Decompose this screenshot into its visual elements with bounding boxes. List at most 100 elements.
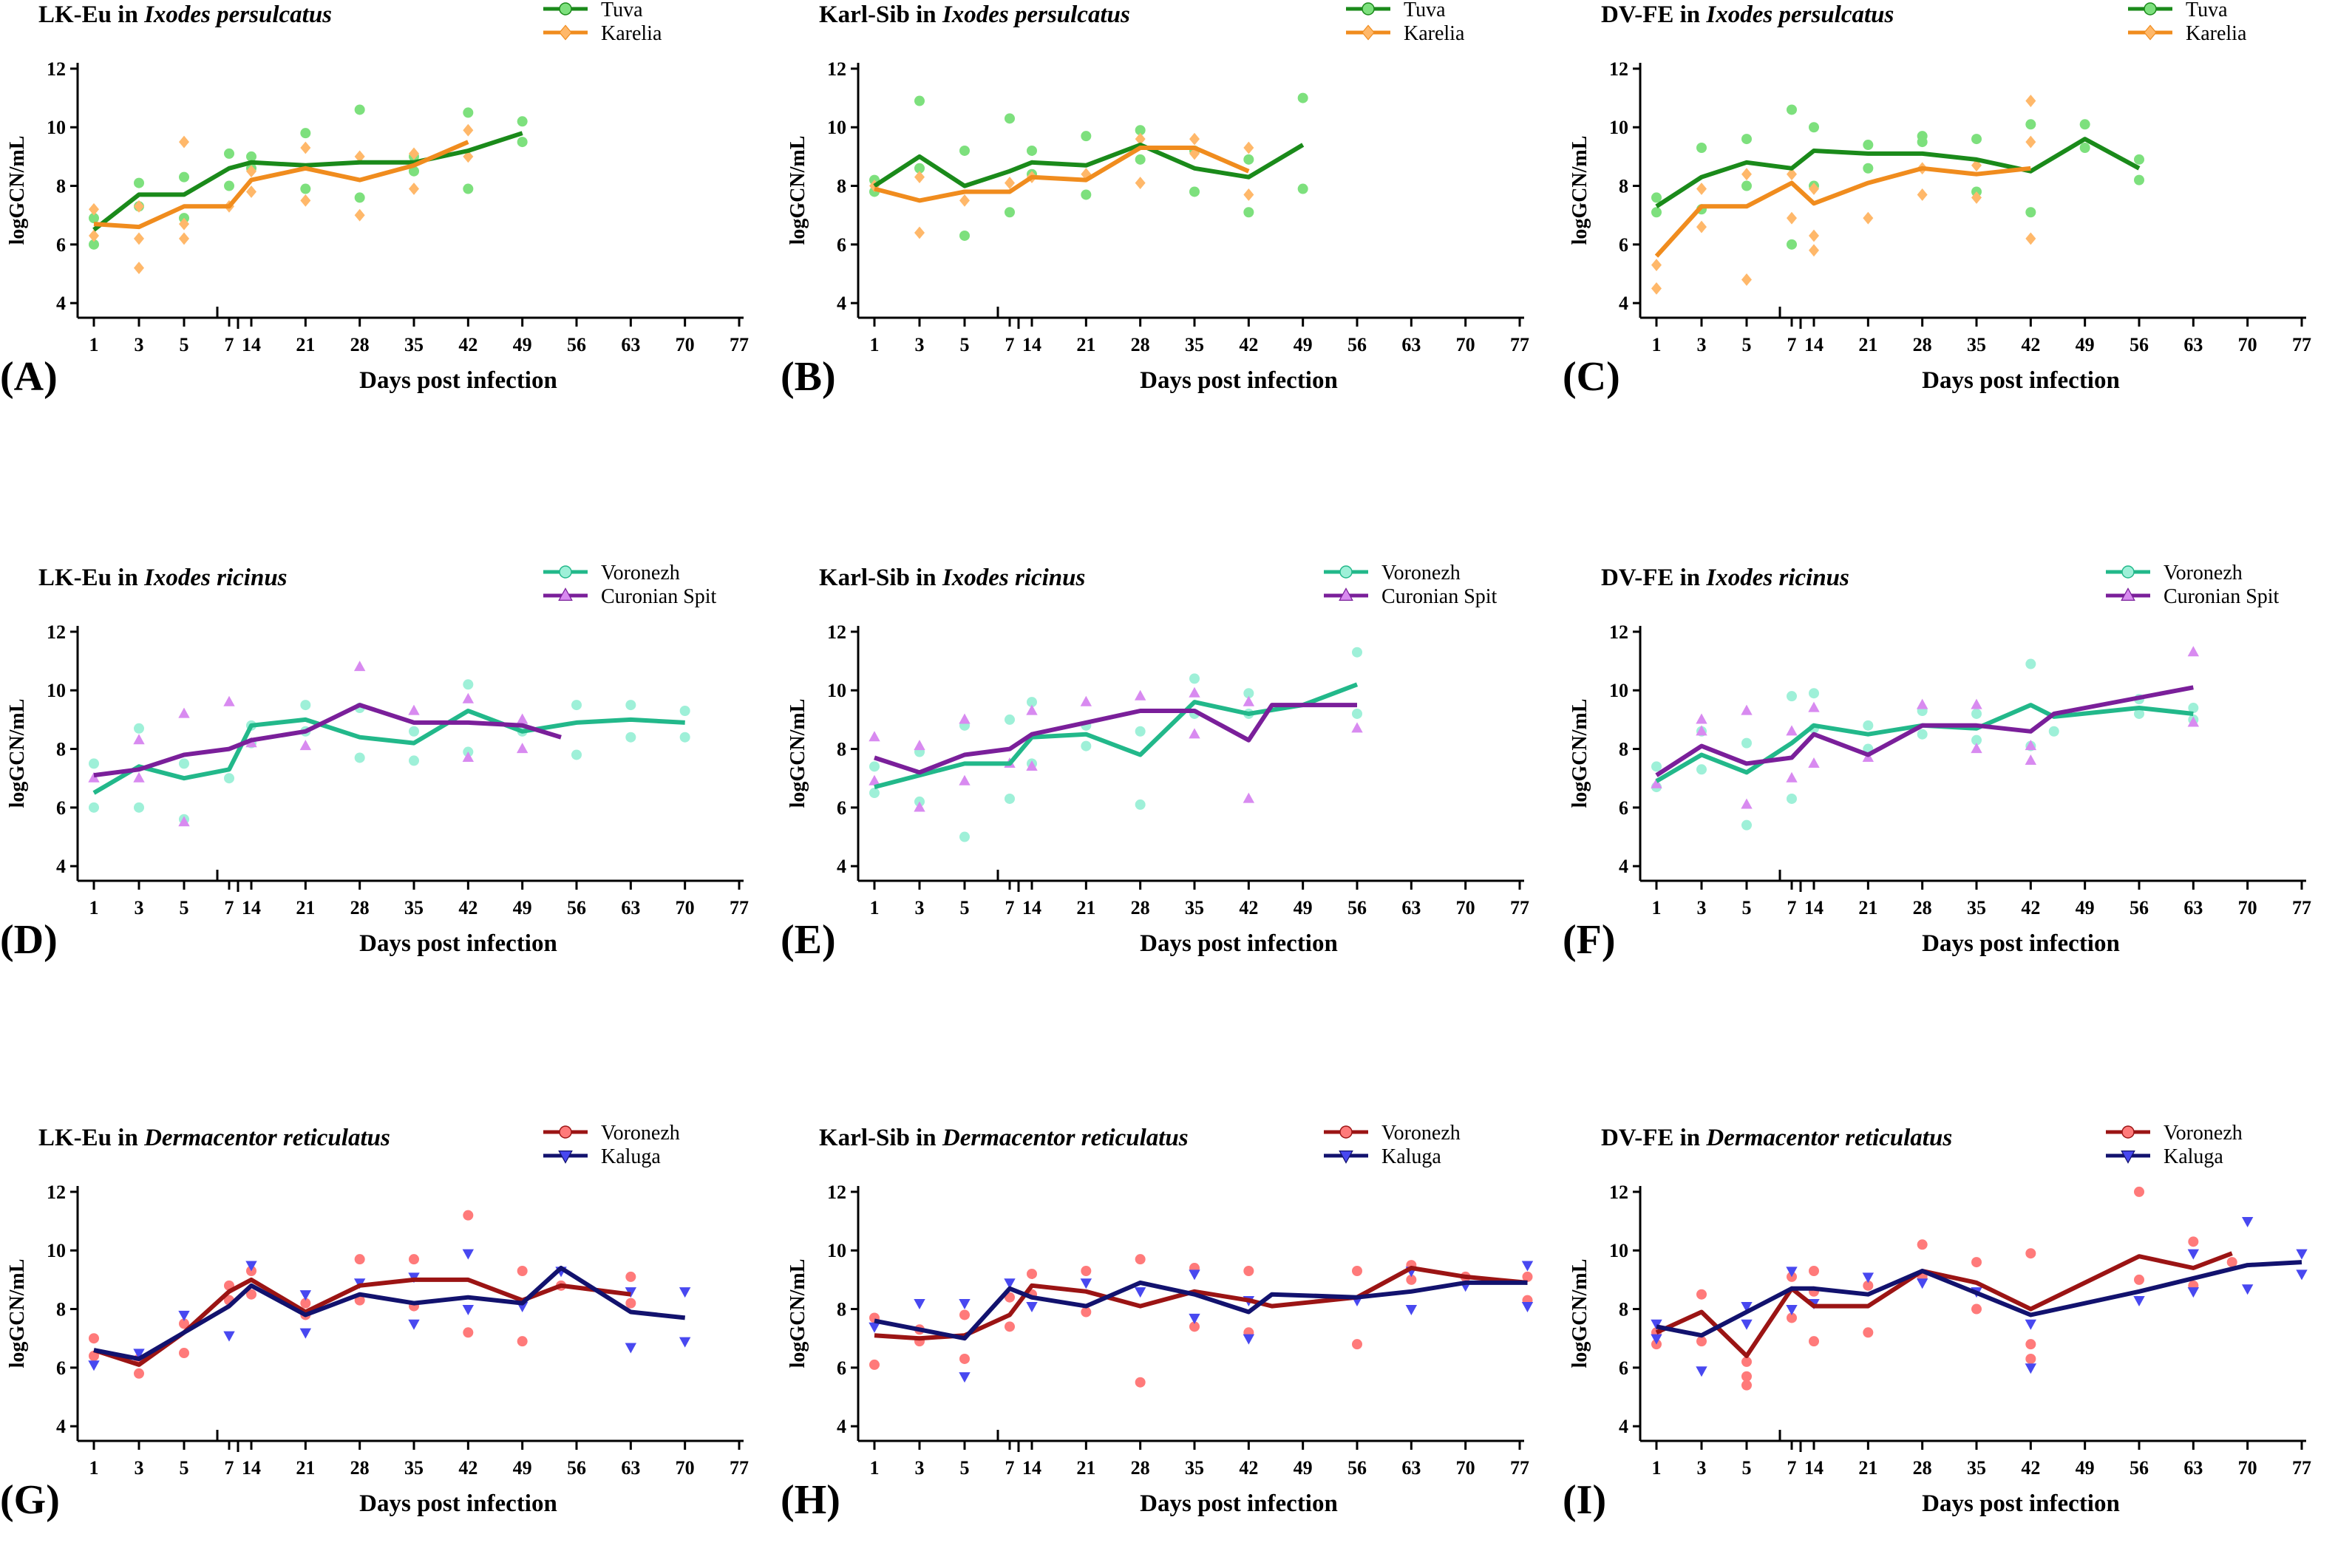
data-point-curonian-spit (2025, 740, 2037, 751)
y-tick-label: 10 (47, 117, 66, 138)
data-point-tuva (1243, 154, 1254, 165)
data-point-curonian-spit (869, 774, 880, 785)
x-tick-label: 3 (1697, 334, 1707, 355)
data-point-voronezh (959, 1353, 970, 1364)
x-tick-label: 28 (1913, 897, 1932, 918)
y-tick-label: 4 (1619, 293, 1628, 314)
data-point-voronezh (1005, 714, 1015, 725)
data-point-curonian-spit (516, 713, 528, 724)
legend-marker (559, 565, 572, 579)
data-point-voronezh (89, 1333, 99, 1344)
y-tick-label: 6 (1619, 234, 1628, 256)
panel-label: (F) (1563, 917, 1616, 963)
data-point-curonian-spit (1243, 695, 1255, 706)
y-tick-label: 6 (1619, 797, 1628, 819)
data-point-voronezh (1081, 740, 1092, 751)
y-tick-label: 12 (47, 1182, 66, 1203)
data-point-karelia (1787, 168, 1797, 181)
data-point-tuva (463, 107, 474, 118)
x-tick-label: 70 (1456, 897, 1475, 918)
data-point-kaluga (1521, 1301, 1534, 1312)
panel-label: (D) (0, 917, 58, 963)
data-point-voronezh (134, 723, 144, 734)
data-point-voronezh (1081, 1306, 1092, 1318)
data-point-tuva (89, 239, 99, 250)
x-tick-label: 63 (1401, 897, 1421, 918)
y-axis-label: logGCN/mL (1568, 699, 1591, 808)
legend-label: Curonian Spit (601, 585, 717, 608)
x-tick-label: 5 (180, 1457, 189, 1479)
data-point-curonian-spit (1971, 743, 1982, 754)
data-point-karelia (1243, 188, 1254, 201)
legend-marker (2144, 24, 2157, 41)
x-tick-label: 3 (915, 1457, 925, 1479)
data-point-voronezh (1863, 1280, 1874, 1291)
data-point-tuva (354, 192, 365, 203)
data-point-karelia (1005, 177, 1015, 189)
data-point-tuva (959, 230, 970, 241)
x-tick-label: 56 (567, 334, 586, 355)
data-point-tuva (2134, 174, 2144, 185)
data-point-curonian-spit (1916, 698, 1928, 709)
legend-label: Karelia (2186, 22, 2247, 45)
y-tick-label: 12 (47, 58, 66, 80)
y-tick-label: 10 (1609, 117, 1628, 138)
y-tick-label: 4 (837, 1416, 846, 1437)
x-tick-label: 70 (676, 1457, 695, 1479)
data-point-curonian-spit (1134, 689, 1146, 701)
x-tick-label: 14 (1804, 897, 1824, 918)
chart-title-species: Ixodes persulcatus (143, 1, 332, 28)
data-point-curonian-spit (1243, 792, 1255, 803)
data-point-voronezh (2188, 703, 2199, 714)
x-tick-label: 63 (1401, 334, 1421, 355)
x-tick-label: 35 (404, 897, 424, 918)
data-point-curonian-spit (462, 692, 475, 703)
x-tick-label: 35 (1185, 897, 1204, 918)
series-line-voronezh (874, 682, 1359, 790)
data-point-curonian-spit (516, 743, 528, 754)
x-tick-label: 7 (1005, 1457, 1015, 1479)
data-point-tuva (1135, 125, 1146, 136)
data-point-kaluga (869, 1322, 880, 1333)
data-point-curonian-spit (1351, 722, 1363, 733)
x-tick-label: 35 (1185, 334, 1204, 355)
x-tick-label: 5 (180, 334, 189, 355)
y-tick-label: 8 (1619, 176, 1628, 197)
data-point-curonian-spit (1189, 686, 1200, 698)
data-point-voronezh (354, 1254, 365, 1265)
data-point-tuva (517, 116, 528, 127)
data-point-tuva (2025, 119, 2036, 130)
data-point-voronezh (1741, 737, 1752, 749)
data-point-kaluga (2133, 1296, 2145, 1307)
data-point-tuva (224, 148, 234, 159)
x-tick-label: 77 (730, 334, 749, 355)
data-point-voronezh (1352, 1266, 1362, 1276)
legend-label: Voronezh (601, 1122, 680, 1145)
x-tick-label: 56 (567, 897, 586, 918)
x-tick-label: 14 (1022, 334, 1041, 355)
y-tick-label: 10 (827, 1240, 846, 1261)
x-tick-label: 7 (225, 334, 234, 355)
data-point-voronezh (1005, 1321, 1015, 1332)
data-point-curonian-spit (1786, 771, 1798, 783)
data-point-karelia (1917, 188, 1928, 201)
x-tick-label: 70 (2238, 1457, 2257, 1479)
chart-panel-d: LK-Eu in Ixodes ricinus 4 6 8 10 12 logGCN/mL 1… (0, 562, 749, 963)
data-point-tuva (1189, 186, 1200, 197)
y-tick-label: 4 (1619, 856, 1628, 877)
data-point-curonian-spit (1741, 704, 1753, 715)
data-point-curonian-spit (1808, 757, 1820, 768)
data-point-kaluga (299, 1328, 312, 1339)
data-point-voronezh (409, 726, 419, 737)
legend-label: Tuva (2186, 0, 2228, 21)
x-tick-label: 1 (1652, 897, 1662, 918)
data-point-karelia (179, 232, 189, 245)
x-tick-label: 42 (2021, 1457, 2040, 1479)
x-tick-label: 49 (2076, 1457, 2095, 1479)
data-point-tuva (300, 128, 311, 139)
data-point-kaluga (1080, 1278, 1092, 1289)
x-tick-label: 5 (1742, 1457, 1752, 1479)
data-point-kaluga (2187, 1249, 2200, 1260)
data-point-tuva (246, 151, 256, 162)
